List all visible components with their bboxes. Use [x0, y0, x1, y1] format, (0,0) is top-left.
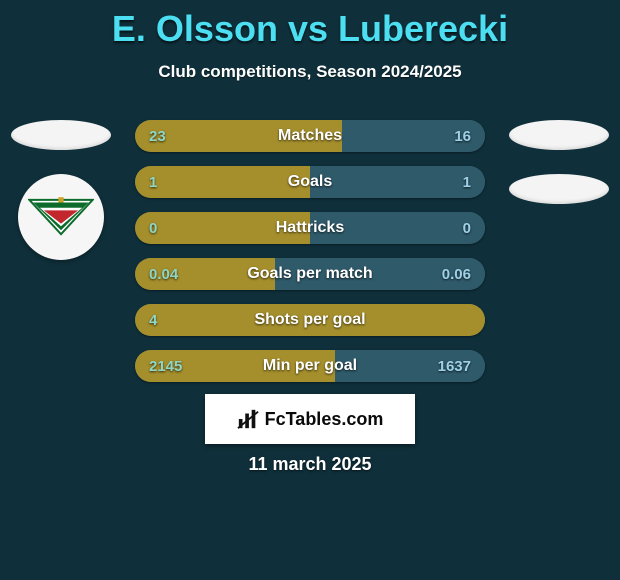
- stat-label: Goals: [135, 166, 485, 198]
- team-badge-placeholder: [509, 174, 609, 204]
- stat-value-right: 1: [463, 166, 471, 198]
- comparison-card: E. Olsson vs Luberecki Club competitions…: [0, 0, 620, 580]
- player-name-placeholder: [11, 120, 111, 150]
- stat-row: Matches23 16: [135, 120, 485, 152]
- right-player-column: [504, 120, 614, 204]
- pennant-icon: [28, 195, 94, 239]
- stat-value-left: 1: [149, 166, 157, 198]
- stat-row: Hattricks0 0: [135, 212, 485, 244]
- bar-chart-icon: [237, 408, 259, 430]
- brand-text: FcTables.com: [265, 409, 384, 430]
- stat-value-right: 16: [454, 120, 471, 152]
- stat-label: Goals per match: [135, 258, 485, 290]
- brand-badge: FcTables.com: [205, 394, 415, 444]
- stat-value-left: 23: [149, 120, 166, 152]
- stat-row: Shots per goal4: [135, 304, 485, 336]
- stat-label: Hattricks: [135, 212, 485, 244]
- stat-row: Min per goal2145 1637: [135, 350, 485, 382]
- stat-value-right: 0: [463, 212, 471, 244]
- stat-value-left: 2145: [149, 350, 182, 382]
- stats-bars: Matches23 16 Goals1 1 Hattricks0 0 Goals per m…: [135, 120, 485, 382]
- left-player-column: [6, 120, 116, 260]
- stat-label: Shots per goal: [135, 304, 485, 336]
- page-title: E. Olsson vs Luberecki: [0, 0, 620, 50]
- page-subtitle: Club competitions, Season 2024/2025: [0, 62, 620, 82]
- team-badge-left: [18, 174, 104, 260]
- player-name-placeholder: [509, 120, 609, 150]
- stat-value-right: 0.06: [442, 258, 471, 290]
- stat-value-left: 4: [149, 304, 157, 336]
- stat-label: Matches: [135, 120, 485, 152]
- stat-row: Goals per match0.04 0.06: [135, 258, 485, 290]
- stat-label: Min per goal: [135, 350, 485, 382]
- footer-date: 11 march 2025: [0, 454, 620, 475]
- stat-row: Goals1 1: [135, 166, 485, 198]
- stat-value-left: 0.04: [149, 258, 178, 290]
- stat-value-left: 0: [149, 212, 157, 244]
- stat-value-right: 1637: [438, 350, 471, 382]
